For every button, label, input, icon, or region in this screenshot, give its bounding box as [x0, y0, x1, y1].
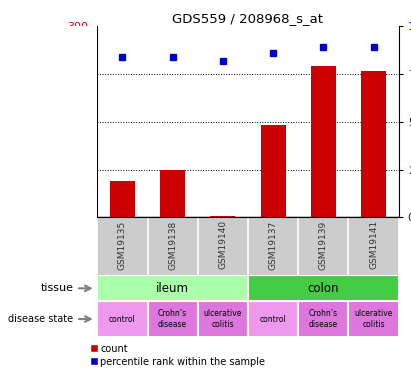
Bar: [97, 301, 148, 337]
Bar: [198, 301, 248, 337]
Bar: [160, 170, 185, 217]
Legend: count, percentile rank within the sample: count, percentile rank within the sample: [87, 340, 269, 371]
Bar: [248, 301, 298, 337]
Text: GSM19139: GSM19139: [319, 220, 328, 270]
Text: Crohn’s
disease: Crohn’s disease: [158, 309, 187, 329]
Text: ileum: ileum: [156, 282, 189, 295]
Text: control: control: [260, 315, 286, 324]
Bar: [311, 66, 336, 218]
Text: disease state: disease state: [8, 314, 74, 324]
Text: colon: colon: [307, 282, 339, 295]
Text: GSM19138: GSM19138: [168, 220, 177, 270]
Text: GSM19137: GSM19137: [269, 220, 277, 270]
Bar: [298, 301, 349, 337]
Text: GSM19140: GSM19140: [218, 220, 227, 269]
Bar: [148, 301, 198, 337]
Text: control: control: [109, 315, 136, 324]
Text: GSM19141: GSM19141: [369, 220, 378, 269]
Bar: [248, 275, 399, 301]
Bar: [97, 275, 248, 301]
Bar: [361, 71, 386, 217]
Text: Crohn’s
disease: Crohn’s disease: [309, 309, 338, 329]
Bar: [349, 301, 399, 337]
Bar: [261, 125, 286, 217]
Text: ulcerative
colitis: ulcerative colitis: [354, 309, 393, 329]
Text: tissue: tissue: [41, 284, 74, 293]
Bar: [210, 216, 236, 217]
Title: GDS559 / 208968_s_at: GDS559 / 208968_s_at: [173, 12, 323, 25]
Text: GSM19135: GSM19135: [118, 220, 127, 270]
Bar: [110, 181, 135, 218]
Text: ulcerative
colitis: ulcerative colitis: [204, 309, 242, 329]
